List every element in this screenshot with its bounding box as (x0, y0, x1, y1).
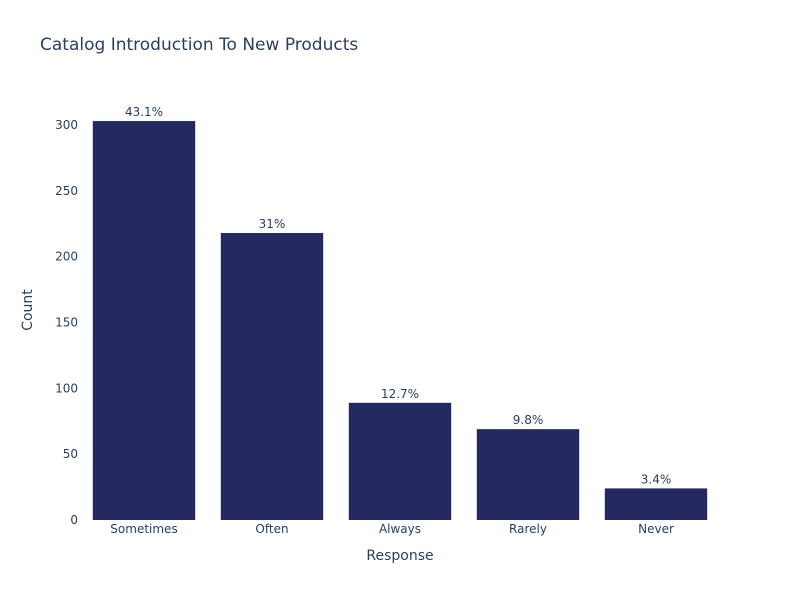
bar-series (92, 121, 708, 521)
x-tick-label: Rarely (509, 522, 547, 536)
bar-never[interactable] (604, 488, 708, 520)
bar-data-label: 43.1% (125, 105, 163, 119)
bar-often[interactable] (220, 232, 324, 520)
y-tick-label: 100 (55, 381, 78, 395)
bar-data-labels: 43.1% 31% 12.7% 9.8% 3.4% (125, 105, 671, 486)
y-tick-label: 250 (55, 184, 78, 198)
bar-data-label: 9.8% (513, 413, 544, 427)
bar-sometimes[interactable] (92, 121, 196, 521)
x-tick-label: Never (638, 522, 674, 536)
bar-data-label: 12.7% (381, 387, 419, 401)
bar-always[interactable] (348, 402, 452, 520)
bar-data-label: 31% (259, 217, 286, 231)
bar-data-label: 3.4% (641, 472, 672, 486)
x-tick-label: Sometimes (110, 522, 177, 536)
y-tick-label: 150 (55, 316, 78, 330)
x-tick-label: Always (379, 522, 421, 536)
chart-title: Catalog Introduction To New Products (40, 35, 358, 55)
x-axis: Sometimes Often Always Rarely Never (110, 522, 674, 536)
x-axis-title: Response (366, 548, 433, 564)
y-axis-title: Count (20, 289, 36, 331)
y-axis: 0 50 100 150 200 250 300 (55, 118, 78, 527)
x-tick-label: Often (255, 522, 288, 536)
y-tick-label: 200 (55, 250, 78, 264)
bar-rarely[interactable] (476, 429, 580, 520)
y-tick-label: 0 (70, 513, 78, 527)
y-tick-label: 50 (63, 447, 78, 461)
y-tick-label: 300 (55, 118, 78, 132)
